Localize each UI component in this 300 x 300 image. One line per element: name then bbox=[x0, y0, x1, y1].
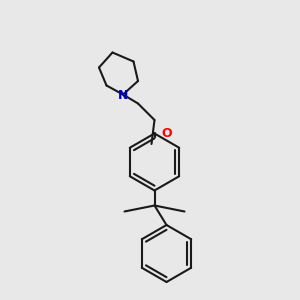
Text: O: O bbox=[161, 127, 172, 140]
Text: N: N bbox=[118, 89, 128, 103]
